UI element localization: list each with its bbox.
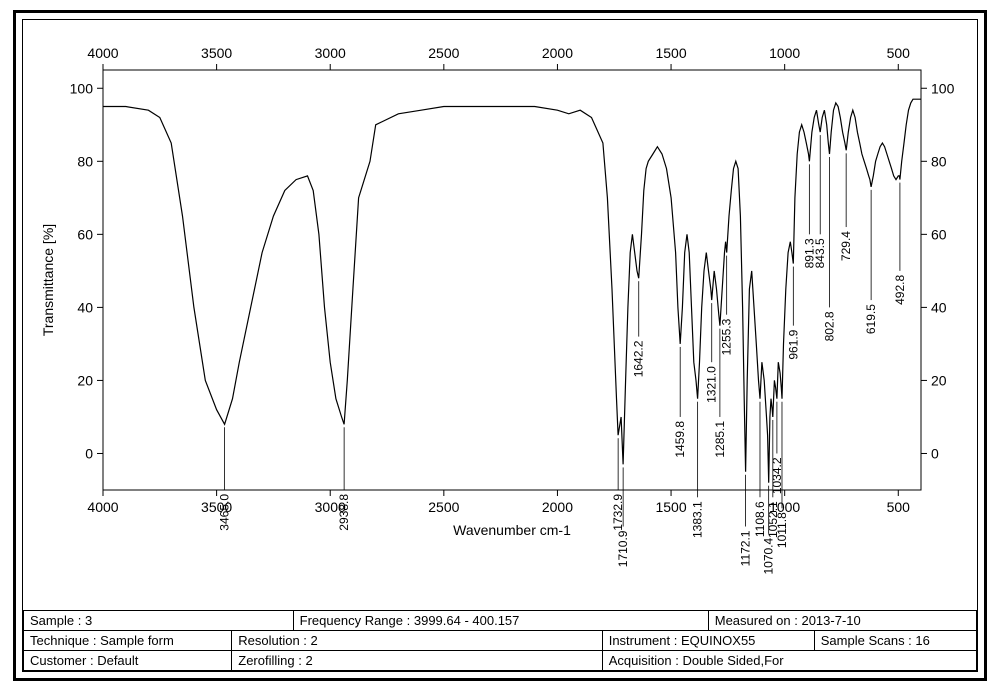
peak-label: 1321.0	[705, 366, 719, 403]
meta-technique: Technique : Sample form	[24, 631, 232, 651]
peak-label: 1255.3	[720, 318, 734, 355]
y-tick-label: 20	[77, 372, 93, 388]
peak-label: 1710.9	[616, 530, 630, 567]
x-tick-label: 2000	[542, 499, 573, 515]
x-axis-label: Wavenumber cm-1	[453, 522, 571, 538]
spectrum-chart: 4000400035003500300030002500250020002000…	[23, 20, 981, 600]
y-tick-label-right: 0	[931, 445, 939, 461]
x-tick-label: 500	[887, 499, 911, 515]
peak-label: 729.4	[839, 231, 853, 261]
y-tick-label: 100	[70, 80, 94, 96]
meta-scans: Sample Scans : 16	[814, 631, 976, 651]
inner-frame: 4000400035003500300030002500250020002000…	[22, 19, 978, 672]
outer-frame: 4000400035003500300030002500250020002000…	[13, 10, 987, 681]
x-tick-label-top: 1500	[655, 45, 686, 61]
x-tick-label-top: 4000	[87, 45, 118, 61]
peak-label: 1642.2	[632, 340, 646, 377]
peak-label: 1070.4	[762, 537, 776, 574]
x-tick-label: 2500	[428, 499, 459, 515]
x-tick-label-top: 500	[887, 45, 911, 61]
peak-label: 3465.0	[218, 494, 232, 531]
y-tick-label-right: 20	[931, 372, 947, 388]
meta-sample: Sample : 3	[24, 611, 294, 631]
peak-label: 1383.1	[691, 501, 705, 538]
metadata-table: Sample : 3 Frequency Range : 3999.64 - 4…	[23, 610, 977, 671]
y-tick-label-right: 80	[931, 153, 947, 169]
y-tick-label: 80	[77, 153, 93, 169]
peak-label: 2938.8	[337, 494, 351, 531]
y-tick-label-right: 40	[931, 299, 947, 315]
meta-zerofilling: Zerofilling : 2	[232, 651, 602, 671]
chart-area: 4000400035003500300030002500250020002000…	[23, 20, 977, 610]
peak-label: 1172.1	[739, 530, 753, 566]
meta-acquisition: Acquisition : Double Sided,For	[602, 651, 976, 671]
peak-label: 1285.1	[713, 421, 727, 458]
meta-instrument: Instrument : EQUINOX55	[602, 631, 814, 651]
meta-resolution: Resolution : 2	[232, 631, 602, 651]
peak-label: 961.9	[786, 329, 800, 359]
meta-freq-range: Frequency Range : 3999.64 - 400.157	[293, 611, 708, 631]
peak-label: 619.5	[864, 304, 878, 334]
y-tick-label-right: 60	[931, 226, 947, 242]
x-tick-label: 1500	[655, 499, 686, 515]
peak-label: 843.5	[813, 238, 827, 268]
y-tick-label: 60	[77, 226, 93, 242]
peak-label: 492.8	[893, 275, 907, 305]
x-tick-label-top: 1000	[769, 45, 800, 61]
y-tick-label-right: 100	[931, 80, 955, 96]
x-tick-label-top: 3500	[201, 45, 232, 61]
y-tick-label: 40	[77, 299, 93, 315]
peak-label: 802.8	[822, 311, 836, 341]
x-tick-label-top: 2000	[542, 45, 573, 61]
y-tick-label: 0	[85, 445, 93, 461]
spectrum-line	[103, 99, 921, 483]
peak-label: 1011.8	[775, 512, 789, 548]
x-tick-label-top: 3000	[315, 45, 346, 61]
meta-customer: Customer : Default	[24, 651, 232, 671]
meta-measured: Measured on : 2013-7-10	[708, 611, 976, 631]
peak-label: 1459.8	[673, 421, 687, 458]
x-tick-label-top: 2500	[428, 45, 459, 61]
y-axis-label: Transmittance [%]	[40, 224, 56, 336]
x-tick-label: 4000	[87, 499, 118, 515]
